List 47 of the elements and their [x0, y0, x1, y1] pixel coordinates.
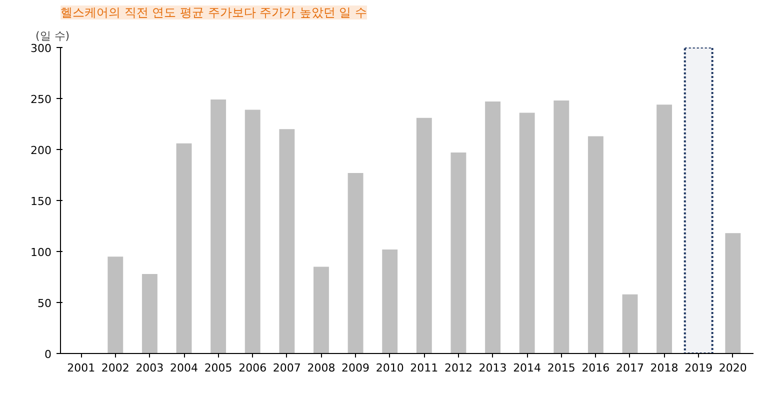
x-tick-label: 2017 [616, 362, 644, 374]
bar [519, 112, 535, 354]
bar [656, 104, 672, 354]
x-tick-label: 2020 [718, 362, 747, 374]
bar [725, 233, 741, 354]
x-tick-label: 2001 [67, 362, 96, 374]
y-tick-label: 200 [30, 144, 52, 157]
bar [348, 172, 364, 354]
chart-title: 헬스케어의 직전 연도 평균 주가보다 주가가 높았던 일 수 [60, 6, 368, 20]
bar [279, 129, 295, 354]
x-tick-label: 2015 [547, 362, 576, 374]
bar [108, 256, 124, 354]
y-tick-label: 300 [30, 42, 52, 55]
bar [142, 274, 158, 354]
bar [176, 143, 192, 354]
bar [485, 102, 500, 354]
x-tick-label: 2016 [582, 362, 610, 374]
x-tick-label: 2009 [342, 362, 370, 374]
bar [588, 136, 604, 354]
x-tick-label: 2011 [410, 362, 438, 374]
x-tick-label: 2007 [272, 362, 301, 374]
bar [244, 110, 260, 354]
x-tick-label: 2006 [238, 362, 267, 374]
x-tick-label: 2003 [136, 362, 164, 374]
y-tick-label: 100 [30, 246, 52, 259]
y-tick-label: 150 [30, 195, 52, 208]
bar [210, 100, 226, 354]
bar [450, 152, 466, 354]
x-tick-label: 2002 [101, 362, 130, 374]
bar [554, 100, 570, 354]
x-tick-label: 2004 [170, 362, 198, 374]
bar [314, 266, 329, 354]
x-tick-label: 2005 [204, 362, 232, 374]
y-tick-label: 250 [30, 93, 52, 106]
x-tick-label: 2018 [650, 362, 678, 374]
bar [382, 249, 398, 354]
x-tick-label: 2010 [376, 362, 404, 374]
x-tick-label: 2019 [684, 362, 713, 374]
y-axis-title: (일 수) [36, 30, 70, 42]
x-tick-label: 2012 [444, 362, 472, 374]
y-tick-label: 0 [44, 348, 52, 361]
x-tick-label: 2008 [307, 362, 336, 374]
bar [622, 294, 638, 354]
y-tick-label: 50 [38, 297, 52, 310]
x-tick-label: 2014 [513, 362, 542, 374]
bar [416, 118, 432, 354]
x-tick-label: 2013 [478, 362, 507, 374]
